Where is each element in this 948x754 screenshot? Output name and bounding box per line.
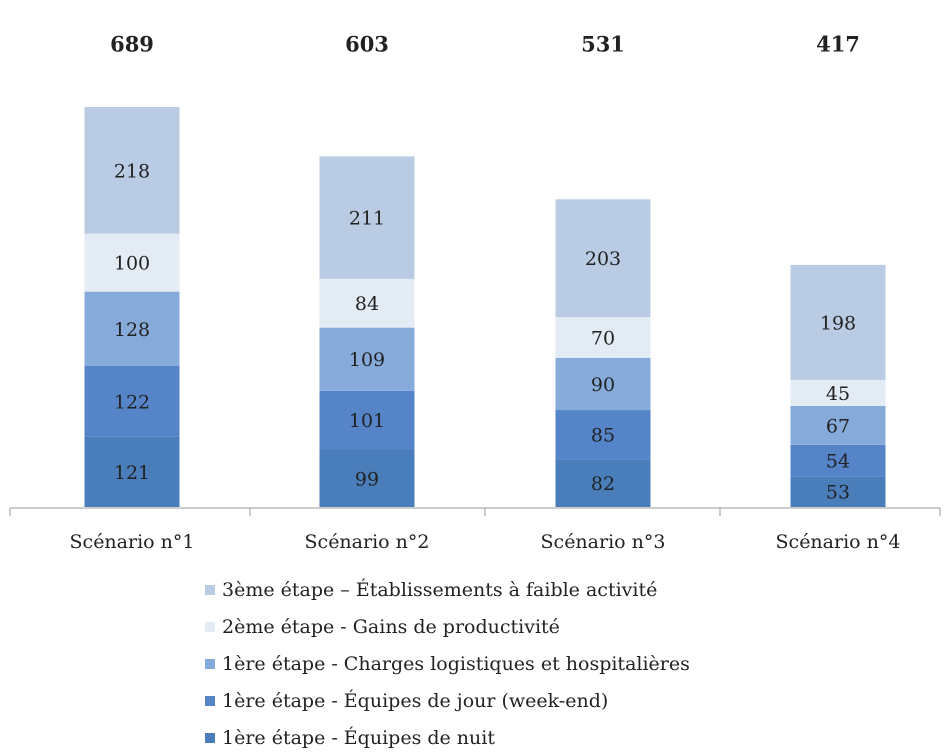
legend-swatch (205, 733, 215, 743)
bar-segment (84, 291, 180, 366)
bar-segment (84, 365, 180, 437)
data-label: 218 (114, 160, 150, 182)
data-label: 121 (114, 462, 150, 484)
bar-segment (555, 317, 651, 358)
bar-segment (555, 459, 651, 507)
x-tick-label: Scénario n°4 (776, 531, 901, 553)
data-label: 128 (114, 319, 150, 341)
data-label: 45 (826, 383, 850, 405)
legend-label: 1ère étape - Équipes de jour (week-end) (222, 689, 608, 712)
bar-segment (555, 410, 651, 460)
bar-segment (555, 199, 651, 318)
total-label: 603 (345, 32, 389, 57)
legend-label: 2ème étape - Gains de productivité (222, 616, 560, 638)
legend-swatch (205, 622, 215, 632)
legend-label: 1ère étape - Charges logistiques et hosp… (222, 653, 690, 675)
bar-segment (319, 449, 415, 507)
data-label: 84 (355, 293, 379, 315)
total-label: 531 (581, 32, 625, 57)
legend-label: 1ère étape - Équipes de nuit (222, 726, 495, 749)
bar-segment (84, 436, 180, 507)
x-tick-label: Scénario n°1 (70, 531, 195, 553)
total-label: 417 (816, 32, 860, 57)
legend-label: 3ème étape – Établissements à faible act… (222, 578, 657, 601)
data-label: 70 (591, 327, 615, 349)
data-label: 99 (355, 468, 379, 490)
bar-segment (319, 390, 415, 450)
data-label: 109 (349, 349, 385, 371)
data-label: 198 (820, 312, 856, 334)
bar-segment (790, 379, 886, 406)
bar-segment (319, 156, 415, 279)
data-label: 122 (114, 391, 150, 413)
data-label: 211 (349, 208, 385, 230)
data-label: 54 (826, 451, 850, 473)
bar-segment (790, 476, 886, 507)
legend-swatch (205, 696, 215, 706)
bar-segment (84, 107, 180, 234)
data-label: 101 (349, 410, 385, 432)
bar-segment (790, 444, 886, 477)
bar-segment (555, 357, 651, 411)
legend-swatch (205, 659, 215, 669)
data-label: 90 (591, 374, 615, 396)
bar-segment (790, 405, 886, 445)
bar-segment (790, 264, 886, 380)
data-label: 53 (826, 482, 850, 504)
bar-segment (84, 233, 180, 292)
data-label: 67 (826, 415, 850, 437)
bar-segment (319, 327, 415, 391)
legend-swatch (205, 585, 215, 595)
x-tick-label: Scénario n°2 (305, 531, 430, 553)
x-tick-label: Scénario n°3 (541, 531, 666, 553)
data-label: 203 (585, 248, 621, 270)
bar-segment (319, 278, 415, 328)
data-label: 100 (114, 253, 150, 275)
total-label: 689 (110, 32, 154, 57)
data-label: 82 (591, 473, 615, 495)
data-label: 85 (591, 425, 615, 447)
